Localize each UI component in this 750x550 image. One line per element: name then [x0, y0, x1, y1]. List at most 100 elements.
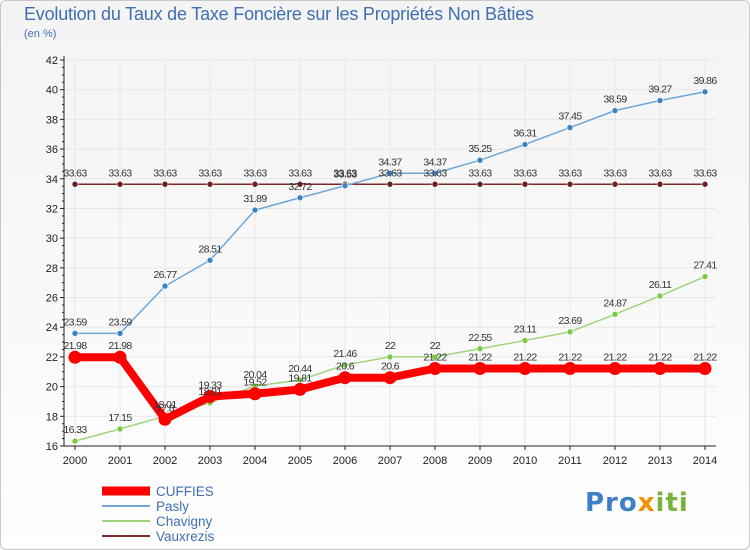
- data-point-chavigny: [701, 273, 709, 280]
- data-label-vauxrezis: 33.63: [288, 167, 312, 179]
- data-point-cuffies: [428, 362, 442, 376]
- data-point-vauxrezis: [71, 180, 79, 188]
- x-tick-label: 2005: [288, 455, 312, 467]
- data-label-chavigny: 16.33: [63, 424, 87, 436]
- data-label-cuffies: 19.52: [243, 377, 267, 389]
- data-label-cuffies: 20.6: [336, 361, 355, 373]
- x-tick-label: 2002: [153, 455, 177, 467]
- legend-label-vauxrezis: Vauxrezis: [156, 529, 215, 544]
- data-point-chavigny: [116, 425, 124, 433]
- data-point-cuffies: [293, 382, 307, 396]
- data-point-chavigny: [476, 345, 484, 353]
- x-tick-label: 2000: [63, 455, 87, 467]
- logo-part-pro: Pro: [585, 488, 638, 518]
- data-point-cuffies: [473, 362, 487, 376]
- x-tick-label: 2004: [243, 455, 267, 467]
- series-lines: [68, 88, 712, 445]
- data-point-pasly: [701, 88, 709, 96]
- y-tick-label: 30: [46, 233, 58, 245]
- x-tick-label: 2001: [108, 455, 132, 467]
- axes: 16 18 20 22 24 26 28 30 32 34 36 38 40 42 2000 2001 2002…: [46, 55, 717, 467]
- y-tick-label: 42: [46, 55, 58, 67]
- data-point-pasly: [161, 282, 169, 290]
- data-label-pasly: 32.72: [288, 181, 312, 193]
- data-label-pasly: 38.59: [603, 94, 627, 106]
- data-point-cuffies: [518, 362, 532, 376]
- data-point-vauxrezis: [251, 180, 259, 188]
- data-label-cuffies: 21.22: [558, 352, 582, 364]
- data-label-pasly: 23.59: [63, 316, 87, 328]
- data-point-vauxrezis: [116, 180, 124, 188]
- data-point-pasly: [566, 124, 574, 131]
- x-tick-label: 2014: [693, 455, 717, 467]
- data-point-vauxrezis: [566, 180, 574, 188]
- x-tick-label: 2008: [423, 455, 447, 467]
- data-label-chavigny: 18.01: [153, 399, 177, 411]
- data-label-chavigny: 20.44: [288, 363, 312, 375]
- data-label-chavigny: 18.91: [198, 386, 222, 398]
- y-tick-label: 32: [46, 203, 58, 215]
- data-label-cuffies: 21.22: [648, 352, 672, 364]
- data-point-vauxrezis: [476, 180, 484, 188]
- data-label-cuffies: 19.81: [288, 372, 312, 384]
- x-tick-label: 2003: [198, 455, 222, 467]
- y-tick-label: 24: [46, 322, 58, 334]
- data-point-vauxrezis: [701, 180, 709, 188]
- data-label-cuffies: 19.33: [198, 380, 222, 392]
- y-axis-unit: (en %): [24, 28, 57, 40]
- data-point-cuffies: [203, 390, 217, 404]
- data-point-cuffies: [563, 362, 577, 376]
- data-label-vauxrezis: 33.63: [63, 167, 87, 179]
- data-point-pasly: [71, 330, 79, 337]
- data-label-cuffies: 21.22: [693, 352, 717, 364]
- data-label-chavigny: 21.46: [333, 348, 357, 360]
- data-label-chavigny: 27.41: [693, 260, 717, 272]
- data-point-chavigny: [656, 292, 664, 300]
- data-label-pasly: 34.37: [423, 156, 447, 168]
- data-label-vauxrezis: 33.63: [558, 167, 582, 179]
- data-label-pasly: 31.89: [243, 193, 267, 205]
- x-tick-label: 2011: [558, 455, 582, 467]
- data-label-pasly: 28.51: [198, 243, 222, 255]
- data-point-cuffies: [113, 350, 127, 364]
- data-label-pasly: 36.31: [513, 127, 537, 139]
- data-label-cuffies: 21.98: [108, 340, 132, 352]
- data-label-chavigny: 24.87: [603, 297, 627, 309]
- y-tick-label: 38: [46, 114, 58, 126]
- data-point-cuffies: [653, 362, 667, 376]
- data-label-cuffies: 17.8: [156, 402, 175, 414]
- data-label-vauxrezis: 33.63: [603, 167, 627, 179]
- data-point-pasly: [611, 107, 619, 114]
- data-point-pasly: [386, 169, 394, 177]
- legend-label-chavigny: Chavigny: [156, 514, 213, 529]
- y-tick-label: 36: [46, 144, 58, 156]
- data-point-cuffies: [383, 371, 397, 385]
- data-label-cuffies: 21.22: [468, 352, 492, 364]
- data-label-vauxrezis: 33.63: [648, 167, 672, 179]
- data-point-pasly: [521, 141, 529, 148]
- x-tick-label: 2012: [603, 455, 627, 467]
- data-label-pasly: 23.59: [108, 316, 132, 328]
- data-label-cuffies: 21.98: [63, 340, 87, 352]
- data-point-chavigny: [611, 311, 619, 318]
- data-label-chavigny: 22.55: [468, 332, 492, 344]
- data-point-cuffies: [248, 387, 262, 401]
- data-label-pasly: 33.53: [333, 169, 357, 181]
- data-label-vauxrezis: 33.63: [198, 167, 222, 179]
- data-point-vauxrezis: [431, 180, 439, 188]
- data-point-vauxrezis: [656, 180, 664, 188]
- data-label-vauxrezis: 33.63: [423, 167, 447, 179]
- legend-label-pasly: Pasly: [156, 499, 189, 514]
- data-point-cuffies: [608, 362, 622, 376]
- data-point-pasly: [206, 256, 214, 264]
- data-label-chavigny: 20.04: [243, 369, 267, 381]
- data-label-chavigny: 26.11: [649, 279, 672, 291]
- data-point-chavigny: [431, 353, 439, 361]
- data-label-vauxrezis: 33.63: [468, 167, 492, 179]
- data-point-vauxrezis: [386, 180, 394, 188]
- data-point-vauxrezis: [206, 180, 214, 188]
- data-point-chavigny: [386, 353, 394, 361]
